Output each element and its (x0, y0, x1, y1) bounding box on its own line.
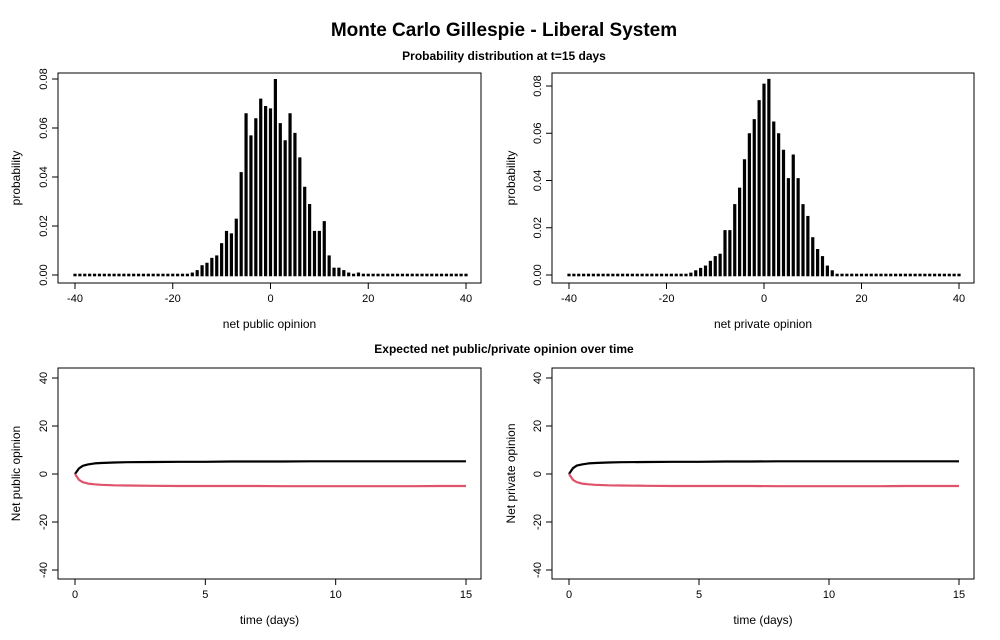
lower-expected-line (74, 473, 466, 488)
x-tick-label: 40 (953, 293, 965, 305)
x-tick-label: 0 (72, 589, 78, 601)
public-opinion-distribution-panel: -40 -20 0 20 40 0.00 0.02 0.04 0.06 0.08 net publi… (9, 68, 482, 331)
x-axis-label: net private opinion (714, 317, 812, 331)
y-tick-label: 40 (38, 372, 50, 384)
y-tick-label: 0.08 (38, 68, 50, 89)
y-axis-label: Net public opinion (9, 426, 23, 521)
x-axis-label: time (days) (240, 613, 299, 627)
x-tick-label: -20 (165, 293, 181, 305)
y-tick-label: 0.02 (532, 217, 544, 238)
x-tick-label: 0 (267, 293, 273, 305)
x-tick-label: -40 (67, 293, 83, 305)
x-tick-label: 15 (953, 589, 965, 601)
x-tick-label: -40 (561, 293, 577, 305)
x-tick-label: 10 (823, 589, 835, 601)
y-tick-label: 0 (38, 471, 50, 477)
y-tick-label: 20 (38, 420, 50, 432)
y-tick-label: 0.04 (532, 170, 544, 191)
upper-expected-line (74, 460, 466, 475)
y-tick-label: 0.00 (532, 264, 544, 285)
x-tick-label: 5 (202, 589, 208, 601)
x-tick-label: 0 (761, 293, 767, 305)
y-tick-label: 0 (532, 471, 544, 477)
x-axis-label: time (days) (733, 613, 792, 627)
plot-frame (551, 72, 975, 284)
x-axis-label: net public opinion (223, 317, 316, 331)
upper-expected-line (568, 460, 959, 475)
figure-title: Monte Carlo Gillespie - Liberal System (331, 20, 677, 41)
public-opinion-time-panel: 0 5 10 15 -40 -20 0 20 40 time (days) Net public o… (9, 367, 482, 627)
x-tick-label: -20 (659, 293, 675, 305)
subtitle-bottom: Expected net public/private opinion over… (374, 342, 634, 356)
y-tick-label: -40 (532, 562, 544, 578)
subtitle-top: Probability distribution at t=15 days (402, 49, 606, 63)
x-tick-label: 0 (566, 589, 572, 601)
y-axis-label: probability (9, 151, 23, 206)
x-tick-label: 15 (460, 589, 472, 601)
private-opinion-distribution-panel: -40 -20 0 20 40 0.00 0.02 0.04 0.06 0.08 net priva… (504, 72, 975, 331)
y-tick-label: 40 (532, 372, 544, 384)
y-tick-label: 20 (532, 420, 544, 432)
y-tick-label: -20 (38, 514, 50, 530)
y-tick-label: -40 (38, 562, 50, 578)
x-tick-label: 10 (330, 589, 342, 601)
x-tick-label: 5 (696, 589, 702, 601)
y-axis-label: Net private opinion (504, 423, 518, 523)
y-tick-label: 0.08 (532, 75, 544, 96)
y-tick-label: 0.02 (38, 215, 50, 236)
y-axis-label: probability (504, 151, 518, 206)
y-tick-label: 0.06 (532, 123, 544, 144)
y-tick-label: 0.06 (38, 117, 50, 138)
x-tick-label: 40 (460, 293, 472, 305)
y-tick-label: -20 (532, 514, 544, 530)
x-tick-label: 20 (855, 293, 867, 305)
x-tick-label: 20 (362, 293, 374, 305)
y-tick-label: 0.00 (38, 264, 50, 285)
y-tick-label: 0.04 (38, 166, 50, 187)
plot-frame (57, 72, 482, 284)
private-opinion-time-panel: 0 5 10 15 -40 -20 0 20 40 time (days) Net private … (504, 367, 975, 627)
lower-expected-line (568, 473, 959, 488)
